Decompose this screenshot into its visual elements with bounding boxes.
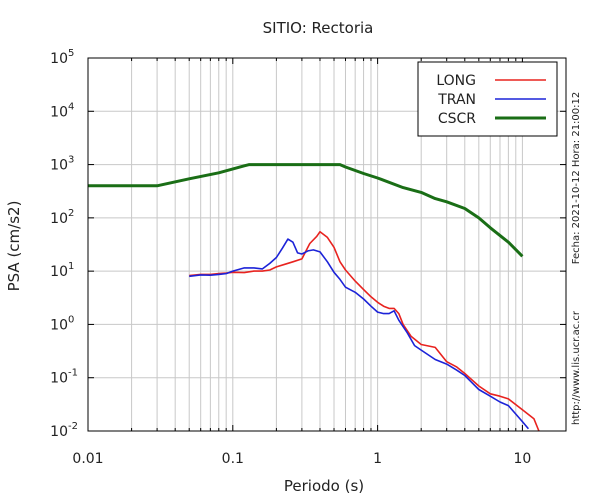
- y-tick-exponent: 0: [68, 314, 74, 325]
- y-tick-exponent: 2: [68, 208, 74, 219]
- y-axis-title: PSA (cm/s2): [5, 201, 23, 292]
- legend-label-cscr: CSCR: [438, 111, 476, 127]
- website-label: http://www.lis.ucr.ac.cr: [571, 310, 582, 425]
- y-tick-label: 10: [50, 371, 68, 387]
- y-tick-label: 10: [50, 424, 68, 440]
- y-tick-exponent: 3: [68, 155, 74, 166]
- series-line-tran: [189, 238, 530, 430]
- series-lines: [88, 163, 540, 432]
- y-tick-exponent: 4: [68, 101, 74, 112]
- x-axis-title: Periodo (s): [284, 477, 364, 495]
- x-tick-label: 0.01: [72, 451, 103, 467]
- chart-title: SITIO: Rectoria: [263, 19, 374, 37]
- y-tick-exponent: 5: [68, 48, 74, 59]
- series-line-long: [189, 230, 540, 432]
- legend-label-tran: TRAN: [437, 92, 476, 108]
- series-line-cscr: [88, 163, 524, 258]
- y-tick-label: 10: [50, 317, 68, 333]
- y-tick-label: 10: [50, 158, 68, 174]
- x-tick-label: 10: [513, 451, 531, 467]
- plot-frame: [87, 57, 567, 432]
- y-tick-exponent: 1: [68, 261, 74, 272]
- y-tick-exponent: -1: [68, 368, 78, 379]
- y-tick-label: 10: [50, 104, 68, 120]
- legend-label-long: LONG: [436, 73, 476, 89]
- grid: [87, 57, 567, 432]
- y-tick-exponent: -2: [68, 421, 78, 432]
- x-tick-label: 1: [373, 451, 382, 467]
- legend: LONG TRAN CSCR: [417, 61, 558, 137]
- x-tick-label: 0.1: [222, 451, 244, 467]
- timestamp-label: Fecha: 2021-10-12 Hora: 21:00:12: [571, 92, 582, 265]
- y-tick-label: 10: [50, 51, 68, 67]
- y-tick-label: 10: [50, 211, 68, 227]
- y-tick-label: 10: [50, 264, 68, 280]
